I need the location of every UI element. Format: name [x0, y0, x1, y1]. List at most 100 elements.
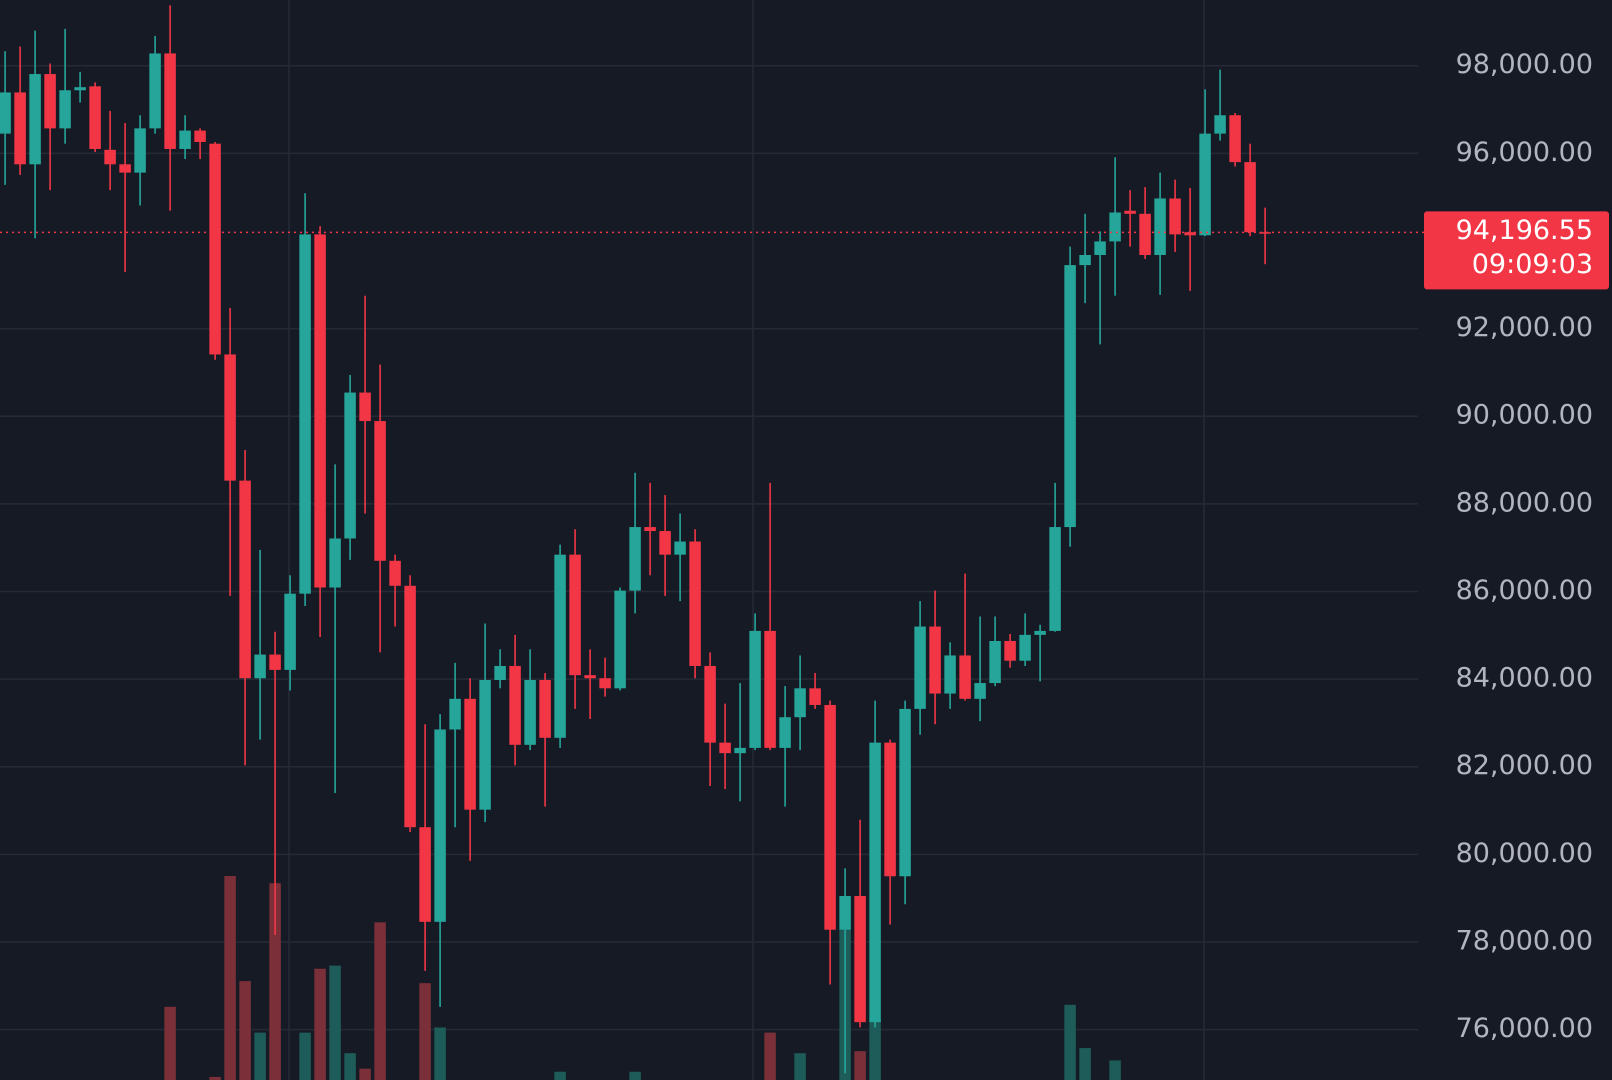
y-tick-label: 88,000.00 — [1456, 487, 1593, 518]
candle-body — [1154, 198, 1166, 255]
volume-bar — [269, 883, 281, 1080]
candle-body — [389, 560, 401, 586]
candle-body — [314, 234, 326, 588]
volume-bar — [854, 1051, 866, 1080]
candle-body — [809, 688, 821, 705]
candle-body — [89, 86, 101, 149]
candle-body — [254, 654, 266, 679]
volume-bar — [1079, 1048, 1091, 1080]
candle-body — [884, 742, 896, 877]
y-tick-label: 92,000.00 — [1456, 312, 1593, 343]
volume-bar — [419, 983, 431, 1080]
volume-bar — [869, 1019, 881, 1080]
candle-body — [854, 895, 866, 1023]
candle-body — [1184, 232, 1196, 236]
candle-body — [869, 742, 881, 1023]
y-tick-label: 84,000.00 — [1456, 663, 1593, 694]
candle-body — [0, 92, 11, 134]
candle-body — [839, 895, 851, 930]
candle-body — [494, 665, 506, 680]
candle-body — [944, 655, 956, 694]
candle-body — [14, 92, 26, 165]
candle-body — [1004, 640, 1016, 661]
y-tick-label: 96,000.00 — [1456, 137, 1593, 168]
candle-body — [224, 354, 236, 481]
candle-body — [989, 640, 1001, 684]
candle-body — [794, 688, 806, 718]
volume-bar — [764, 1032, 776, 1080]
candles — [0, 5, 1424, 1074]
candle-body — [1124, 210, 1136, 214]
volume-bar — [359, 1068, 371, 1080]
y-tick-label: 86,000.00 — [1456, 575, 1593, 606]
last-price-label: 94,196.55 — [1456, 215, 1593, 246]
candle-body — [734, 747, 746, 754]
candle-body — [329, 538, 341, 588]
volume-bar — [329, 965, 341, 1080]
candle-body — [659, 531, 671, 555]
candle-body — [104, 149, 116, 165]
candle-body — [29, 74, 41, 165]
volume-bar — [344, 1053, 356, 1080]
candle-body — [449, 698, 461, 730]
candle-body — [434, 729, 446, 922]
y-tick-label: 78,000.00 — [1456, 925, 1593, 956]
candle-body — [1109, 212, 1121, 242]
candle-body — [719, 742, 731, 754]
volume-bar — [629, 1071, 641, 1080]
y-tick-label: 76,000.00 — [1456, 1013, 1593, 1044]
y-tick-label: 98,000.00 — [1456, 49, 1593, 80]
volume-bar — [224, 876, 236, 1080]
volume-bar — [299, 1032, 311, 1080]
candle-body — [1199, 133, 1211, 236]
candle-body — [194, 130, 206, 142]
candle-body — [749, 630, 761, 748]
candle-body — [179, 130, 191, 149]
candle-body — [164, 53, 176, 149]
candle-body — [404, 585, 416, 828]
candle-body — [524, 679, 536, 745]
y-tick-label: 82,000.00 — [1456, 750, 1593, 781]
candle-body — [779, 717, 791, 748]
volume-bar — [1109, 1060, 1121, 1080]
candle-body — [419, 827, 431, 922]
candle-body — [479, 679, 491, 810]
candle-body — [614, 590, 626, 689]
volume-bar — [374, 922, 386, 1080]
candle-body — [1019, 634, 1031, 661]
volume-bar — [554, 1071, 566, 1080]
candle-body — [1169, 198, 1181, 235]
candle-body — [269, 654, 281, 670]
candle-body — [554, 554, 566, 738]
candle-body — [119, 164, 131, 173]
candle-body — [1079, 254, 1091, 266]
candle-body — [1214, 115, 1226, 134]
volume-bar — [314, 968, 326, 1080]
volume-bar — [1064, 1004, 1076, 1080]
candle-body — [584, 675, 596, 679]
candle-body — [1049, 527, 1061, 631]
last-price-box — [1424, 211, 1609, 290]
candle-body — [914, 626, 926, 709]
grid — [0, 64, 1418, 1031]
candle-body — [74, 87, 86, 91]
candle-body — [509, 665, 521, 745]
candle-body — [149, 53, 161, 129]
price-axis: 76,000.00 78,000.00 80,000.00 82,000.00 84,0… — [1424, 49, 1609, 1044]
candle-body — [1064, 265, 1076, 528]
countdown: 09:09:03 — [1472, 249, 1593, 280]
volume-bar — [239, 981, 251, 1080]
candle-body — [1094, 241, 1106, 255]
volume-bar — [164, 1006, 176, 1080]
candle-body — [1259, 232, 1271, 234]
volume-bar — [209, 1076, 221, 1080]
candle-body — [239, 480, 251, 679]
candle-body — [899, 708, 911, 877]
candle-body — [764, 630, 776, 748]
y-tick-label: 80,000.00 — [1456, 838, 1593, 869]
candle-body — [284, 593, 296, 670]
candle-body — [959, 655, 971, 699]
candle-body — [359, 392, 371, 422]
